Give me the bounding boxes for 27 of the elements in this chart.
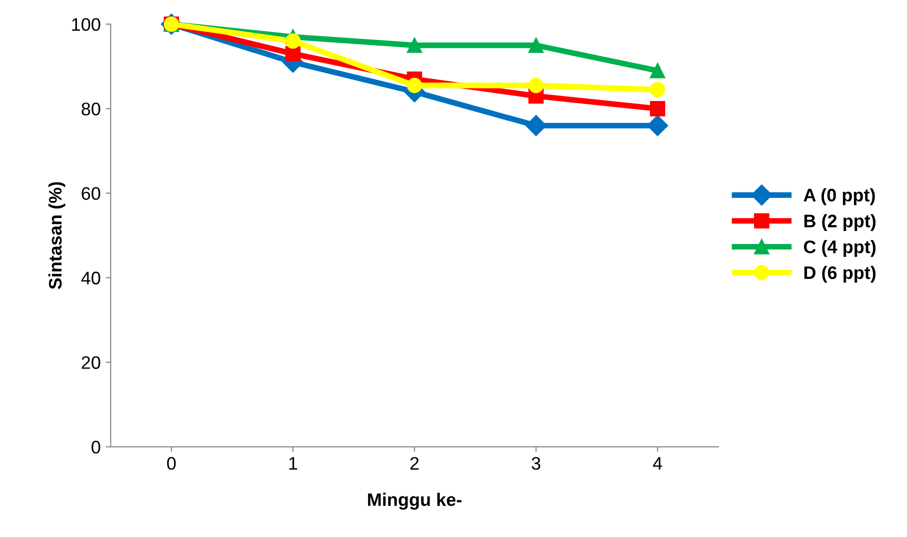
point: [406, 38, 422, 53]
x-tick-label: 3: [532, 456, 540, 470]
point: [650, 82, 666, 98]
point: [647, 115, 668, 136]
y-tick-label: 60: [82, 187, 100, 200]
point: [528, 38, 544, 53]
point: [650, 101, 666, 116]
x-tick-label: 2: [410, 456, 419, 470]
legend-label: B (2 ppt): [804, 214, 876, 231]
y-tick-label: 40: [81, 272, 100, 284]
legend-label: D (6 ppt): [804, 266, 876, 283]
legend-label: C (4 ppt): [804, 240, 876, 257]
x-tick-label: 1: [289, 457, 298, 470]
x-tick-label: 4: [652, 457, 662, 470]
point: [406, 78, 422, 94]
y-tick-label: 0: [92, 440, 100, 454]
point: [528, 78, 544, 94]
y-tick-label: 80: [82, 102, 100, 116]
point: [650, 63, 666, 78]
y-tick-label: 100: [72, 18, 100, 31]
point: [285, 33, 301, 49]
y-axis-title: Sintasan (%): [48, 182, 66, 290]
legend-label: A (0 ppt): [804, 188, 875, 206]
x-tick-label: 0: [167, 456, 176, 470]
y-tick-label: 20: [82, 356, 100, 369]
point: [285, 46, 301, 62]
x-axis-title: Minggu ke-: [368, 492, 462, 510]
